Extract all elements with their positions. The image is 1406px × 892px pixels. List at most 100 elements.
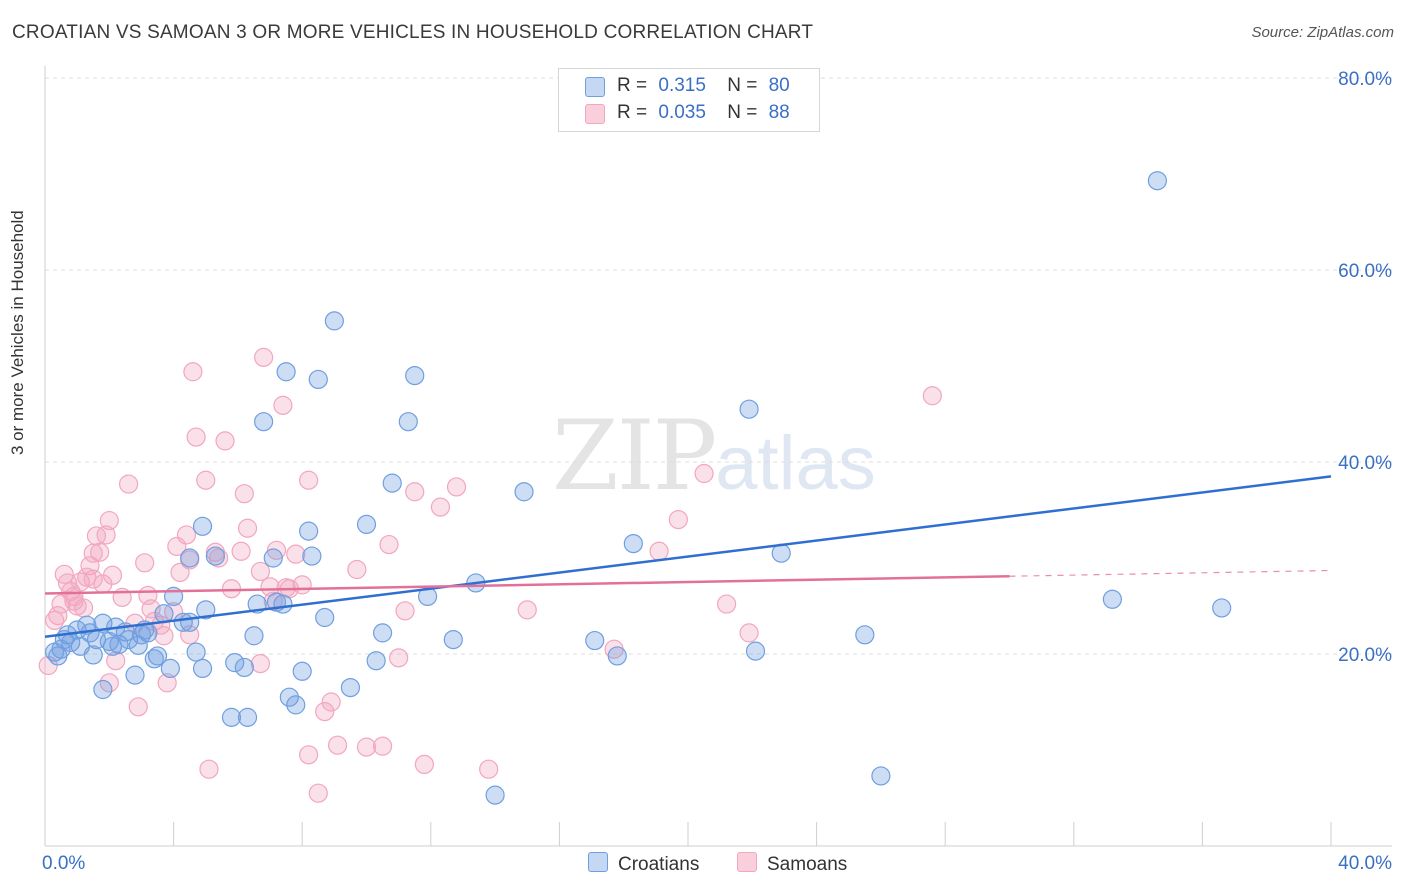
croatian-point [356, 514, 377, 535]
croatian-point [180, 612, 200, 632]
samoan-point [517, 600, 537, 620]
croatian-point [221, 707, 242, 727]
axes [44, 66, 1392, 847]
croatian-point [292, 661, 312, 681]
croatian-point [315, 607, 335, 628]
croatian-point [273, 594, 293, 614]
chart-title: CROATIAN VS SAMOAN 3 OR MORE VEHICLES IN… [12, 22, 814, 43]
croatian-point [302, 546, 322, 566]
source-label: Source: ZipAtlas.com [1251, 24, 1394, 41]
samoan-point [250, 653, 271, 674]
croatian-point [871, 766, 891, 786]
samoan-point [372, 736, 393, 756]
croatian-point [745, 641, 766, 661]
samoan-point [414, 754, 434, 775]
samoan-point [48, 605, 68, 626]
samoan-point [327, 735, 348, 755]
y-tick-label: 40.0% [1338, 453, 1392, 474]
samoan-point [83, 569, 103, 589]
tick-labels: 20.0% 40.0% 60.0% 80.0% 0.0% 40.0% [42, 69, 1392, 874]
trend-line-croatians [44, 475, 1332, 638]
croatian-point [147, 646, 168, 666]
samoan-point [237, 518, 258, 538]
croatian-point [855, 625, 875, 645]
samoan-point [430, 497, 451, 517]
x-tick-label: 40.0% [1338, 853, 1392, 874]
croatian-point [118, 629, 139, 650]
trend-line-samoans-extension [1009, 569, 1332, 577]
series-croatians [45, 171, 1232, 805]
samoan-point [254, 347, 274, 367]
samoan-point [215, 431, 235, 451]
croatian-point [109, 634, 129, 655]
croatian-point [1147, 171, 1167, 191]
trend-lines [44, 475, 1332, 638]
samoan-point [315, 701, 335, 722]
samoan-point [128, 697, 148, 717]
croatian-point [405, 366, 425, 386]
croatian-point [585, 630, 605, 651]
croatian-point [286, 695, 306, 715]
croatian-point [138, 623, 158, 643]
croatian-point [192, 516, 213, 536]
samoan-point [99, 510, 119, 531]
legend-r-samoans: 0.035 [658, 102, 706, 123]
samoan-point [446, 477, 467, 497]
samoan-point [106, 651, 126, 671]
croatian-point [180, 548, 200, 568]
croatian-point [125, 665, 145, 685]
samoan-point [86, 526, 107, 546]
samoan-point [694, 463, 714, 484]
legend-swatch-samoans [585, 104, 605, 124]
samoan-point [922, 386, 942, 406]
croatian-point [276, 362, 296, 382]
legend-text-samoans: R = 0.035 N = 88 [617, 102, 790, 124]
croatian-point [83, 645, 103, 665]
legend-text-croatians: R = 0.315 N = 80 [617, 75, 790, 97]
croatian-point [160, 658, 180, 679]
croatian-point [186, 642, 206, 662]
croatian-point [244, 626, 264, 646]
samoan-point [668, 509, 688, 530]
croatian-point [144, 649, 164, 669]
croatian-point [623, 533, 643, 554]
croatian-point [279, 687, 299, 707]
samoan-point [90, 542, 110, 562]
legend-swatch-croatians [585, 77, 605, 97]
croatian-point [1212, 598, 1232, 618]
watermark: ZIPatlas [552, 400, 876, 512]
watermark-atlas: atlas [715, 421, 876, 506]
croatian-point [514, 482, 534, 502]
samoan-point [299, 745, 319, 765]
samoan-point [118, 474, 139, 494]
samoan-point [250, 561, 271, 582]
samoan-point [154, 626, 174, 646]
croatian-point [196, 600, 216, 620]
bottom-label-samoans: Samoans [767, 854, 848, 875]
samoan-point [183, 362, 203, 382]
samoan-point [209, 548, 229, 568]
croatian-point [398, 412, 418, 432]
y-tick-label: 60.0% [1338, 261, 1392, 282]
samoan-point [157, 673, 177, 693]
samoan-point [321, 692, 341, 712]
croatian-point [739, 399, 759, 419]
samoan-point [135, 553, 155, 573]
legend-n-croatians: 80 [768, 75, 790, 96]
samoan-point [196, 470, 216, 490]
samoan-point [273, 395, 293, 415]
samoan-point [221, 579, 242, 599]
samoan-point [141, 599, 161, 619]
croatian-point [254, 412, 274, 432]
samoan-point [64, 591, 84, 611]
croatian-point [443, 629, 463, 650]
legend-n-label: N = [727, 75, 758, 96]
legend-n-label: N = [727, 102, 758, 123]
trend-line-samoans [44, 574, 1010, 595]
watermark-zip: ZIP [552, 400, 717, 512]
samoan-point [649, 541, 669, 561]
croatian-point [1102, 589, 1122, 609]
correlation-legend: R = 0.315 N = 80 R = 0.035 N = 88 [558, 68, 820, 132]
legend-r-croatians: 0.315 [658, 75, 706, 96]
